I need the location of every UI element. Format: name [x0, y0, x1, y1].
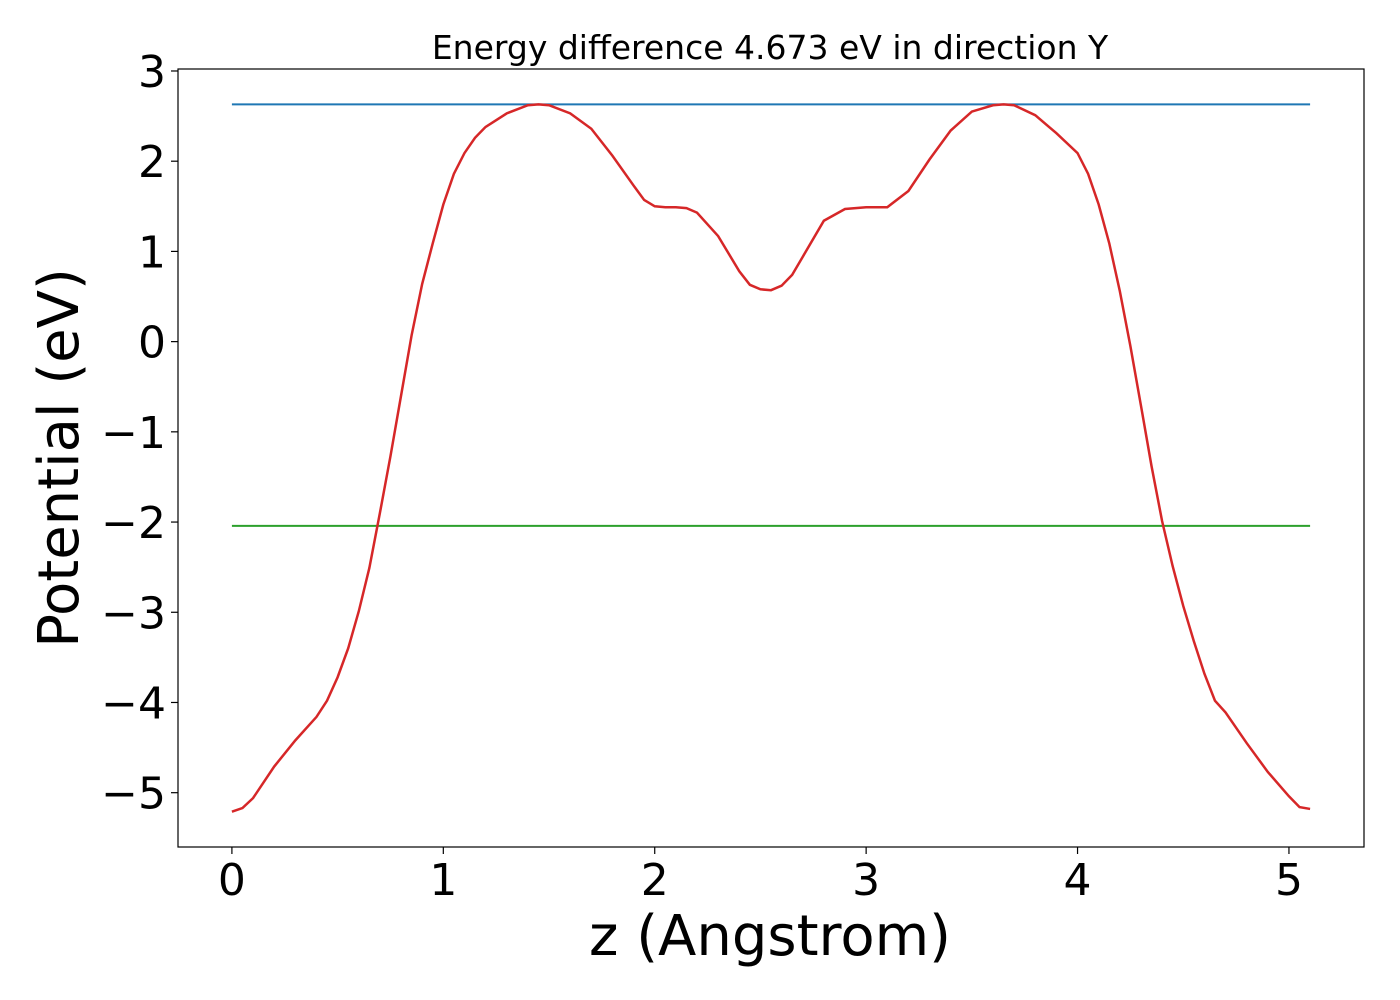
x-tick-label: 1: [429, 855, 457, 906]
y-tick-label: 0: [138, 318, 166, 369]
plot-frame: [177, 68, 1365, 848]
y-tick-label: −2: [101, 498, 166, 549]
x-tick-label: 2: [641, 855, 669, 906]
x-axis-label: z (Angstrom): [589, 904, 951, 969]
y-tick-label: −1: [101, 408, 166, 459]
y-axis-label: Potential (eV): [27, 268, 92, 648]
y-tick-label: −4: [101, 678, 166, 729]
y-tick-label: 3: [138, 47, 166, 98]
x-tick-label: 4: [1064, 855, 1092, 906]
y-tick-label: −5: [101, 769, 166, 820]
y-tick-label: 2: [138, 137, 166, 188]
y-tick-label: 1: [138, 227, 166, 278]
x-tick-label: 0: [218, 855, 246, 906]
x-tick-label: 3: [852, 855, 880, 906]
chart-title: Energy difference 4.673 eV in direction …: [432, 28, 1109, 67]
y-tick-label: −3: [101, 588, 166, 639]
data-line: [231, 103, 1311, 813]
x-tick-label: 5: [1275, 855, 1303, 906]
